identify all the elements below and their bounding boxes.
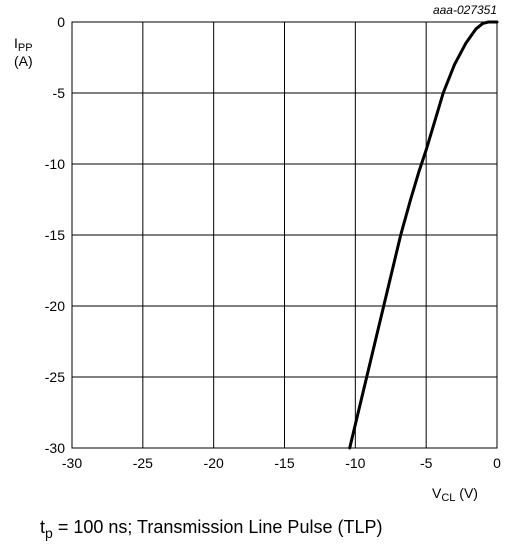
- x-tick-label: -5: [420, 455, 433, 471]
- caption-main: t: [40, 517, 45, 537]
- figure-code: aaa-027351: [433, 3, 497, 17]
- y-axis-label-unit: (A): [14, 53, 33, 69]
- y-tick-label: -25: [45, 369, 65, 385]
- x-axis-label-sub: CL: [441, 492, 455, 504]
- y-axis-label-sub: PP: [18, 42, 33, 54]
- x-tick-label: -30: [62, 455, 82, 471]
- x-axis-label-main: V: [432, 485, 442, 501]
- grid: [71, 21, 498, 449]
- y-tick-label: -30: [45, 440, 65, 456]
- y-axis-label-main: I: [14, 35, 18, 51]
- x-tick-labels: -30 -25 -20 -15 -10 -5 0: [62, 455, 501, 471]
- caption-sub: p: [45, 525, 53, 541]
- x-tick-label: -25: [133, 455, 153, 471]
- plot-frame: [71, 21, 498, 449]
- y-tick-label: -15: [45, 227, 65, 243]
- series-line: [348, 20, 499, 450]
- x-axis-label-unit: (V): [455, 485, 478, 501]
- series-group: [348, 20, 499, 450]
- x-axis-label: VCL (V): [432, 485, 478, 504]
- y-tick-label: -20: [45, 298, 65, 314]
- figure-caption: tp = 100 ns; Transmission Line Pulse (TL…: [40, 517, 382, 541]
- x-tick-label: -20: [204, 455, 224, 471]
- y-axis-label: IPP (A): [14, 35, 36, 69]
- x-tick-label: 0: [493, 455, 501, 471]
- y-tick-labels: 0 -5 -10 -15 -20 -25 -30: [45, 14, 65, 456]
- x-tick-label: -15: [274, 455, 294, 471]
- caption-rest: = 100 ns; Transmission Line Pulse (TLP): [53, 517, 383, 537]
- y-tick-label: 0: [57, 14, 65, 30]
- x-tick-label: -10: [345, 455, 365, 471]
- y-tick-label: -5: [53, 85, 66, 101]
- y-tick-label: -10: [45, 156, 65, 172]
